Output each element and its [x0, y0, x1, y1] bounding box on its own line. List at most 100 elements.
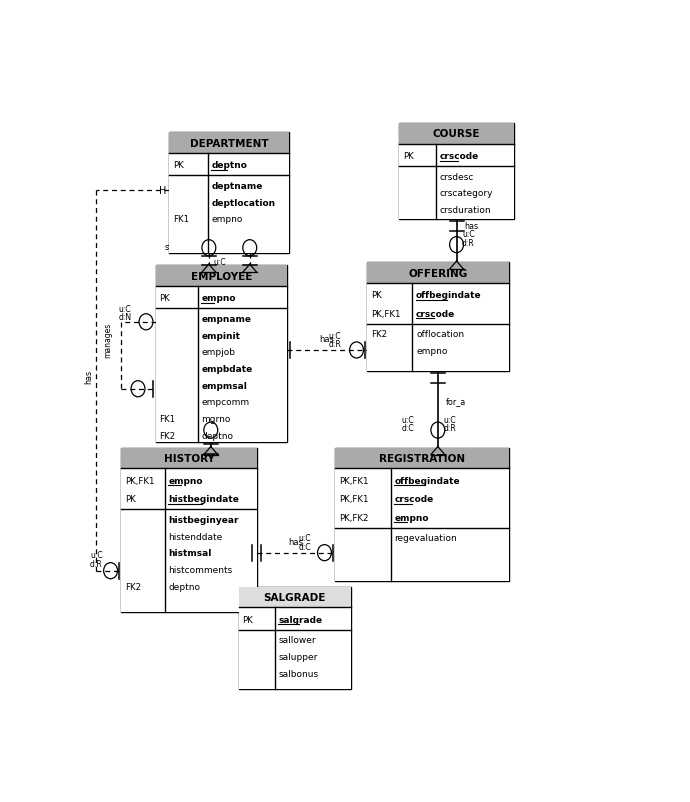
Text: deptno: deptno — [168, 582, 200, 591]
Bar — [367, 324, 509, 371]
Bar — [121, 448, 257, 612]
Text: d:C: d:C — [402, 424, 414, 433]
Text: PK,FK1: PK,FK1 — [371, 310, 400, 318]
Text: empno: empno — [168, 476, 203, 485]
Text: PK,FK1: PK,FK1 — [339, 476, 368, 485]
Text: for_a: for_a — [445, 396, 466, 406]
Bar — [335, 448, 509, 581]
Text: PK,FK2: PK,FK2 — [339, 513, 368, 522]
Text: manages: manages — [103, 322, 112, 358]
Bar — [239, 630, 351, 689]
Text: empbdate: empbdate — [201, 365, 253, 374]
Text: REGISTRATION: REGISTRATION — [379, 453, 465, 464]
Text: PK,FK1: PK,FK1 — [125, 476, 155, 485]
Text: u:C: u:C — [213, 233, 226, 242]
Text: has: has — [319, 335, 335, 344]
Bar — [156, 286, 287, 309]
Text: H: H — [159, 186, 166, 196]
Text: empinit: empinit — [201, 331, 240, 340]
Text: empjob: empjob — [201, 348, 235, 357]
Text: u:C: u:C — [402, 415, 414, 424]
Text: COURSE: COURSE — [433, 129, 480, 140]
Text: EMPLOYEE: EMPLOYEE — [190, 271, 252, 282]
Text: staffed_by: staffed_by — [164, 243, 206, 252]
Text: empno: empno — [416, 346, 447, 355]
Text: d:R: d:R — [328, 340, 342, 349]
Text: histenddate: histenddate — [168, 532, 223, 541]
Bar — [335, 528, 509, 581]
Text: offbegindate: offbegindate — [416, 291, 482, 300]
Text: u:C: u:C — [299, 533, 311, 543]
Bar — [399, 167, 514, 220]
Text: crscode: crscode — [394, 495, 433, 504]
Bar — [156, 266, 287, 442]
Text: histbeginyear: histbeginyear — [168, 516, 239, 525]
Bar — [156, 266, 287, 286]
Bar — [121, 509, 257, 612]
Text: deptno: deptno — [201, 431, 233, 440]
Bar — [367, 263, 509, 283]
Bar — [367, 283, 509, 324]
Text: d:R: d:R — [462, 239, 475, 248]
Text: d:C: d:C — [299, 542, 311, 551]
Text: u:C: u:C — [119, 304, 131, 314]
Text: OFFERING: OFFERING — [408, 268, 467, 278]
Text: salupper: salupper — [278, 652, 317, 662]
Text: FK1: FK1 — [173, 215, 189, 224]
Text: empno: empno — [394, 513, 428, 522]
Text: empno: empno — [211, 215, 243, 224]
Text: d:N: d:N — [213, 265, 226, 274]
Bar — [399, 124, 514, 144]
Text: crscode: crscode — [440, 152, 479, 161]
Text: empno: empno — [201, 294, 236, 303]
Text: regevaluation: regevaluation — [394, 534, 457, 543]
Text: offbegindate: offbegindate — [394, 476, 460, 485]
Text: u:C: u:C — [213, 257, 226, 267]
Text: u:C: u:C — [328, 331, 341, 340]
Text: crsduration: crsduration — [440, 206, 491, 215]
Text: mgrno: mgrno — [201, 415, 231, 423]
Text: crsdesc: crsdesc — [440, 172, 474, 181]
Text: u:C: u:C — [443, 415, 456, 424]
Bar — [156, 309, 287, 442]
Text: PK,FK1: PK,FK1 — [339, 495, 368, 504]
Text: FK2: FK2 — [159, 431, 176, 440]
Text: has: has — [84, 369, 93, 383]
Text: has: has — [288, 537, 304, 546]
Text: deptlocation: deptlocation — [211, 198, 275, 208]
Bar — [121, 448, 257, 468]
Text: PK: PK — [371, 291, 382, 300]
Text: crscategory: crscategory — [440, 189, 493, 198]
Text: salbonus: salbonus — [278, 669, 319, 678]
Text: has: has — [464, 222, 478, 231]
Text: salgrade: salgrade — [278, 615, 322, 624]
Text: deptno: deptno — [211, 161, 247, 170]
Text: has: has — [255, 244, 269, 253]
Text: DEPARTMENT: DEPARTMENT — [190, 139, 268, 148]
Bar — [335, 468, 509, 528]
Text: d:N: d:N — [213, 241, 226, 251]
Text: FK1: FK1 — [159, 415, 176, 423]
Bar — [239, 587, 351, 689]
Bar — [169, 154, 290, 176]
Bar — [239, 587, 351, 608]
Bar — [335, 448, 509, 468]
Bar — [169, 176, 290, 253]
Text: FK2: FK2 — [371, 330, 387, 339]
Text: sallower: sallower — [278, 636, 316, 645]
Text: histmsal: histmsal — [168, 549, 212, 557]
Text: PK: PK — [403, 152, 413, 161]
Text: empname: empname — [201, 314, 251, 323]
Bar — [169, 133, 290, 154]
Text: empmsal: empmsal — [201, 381, 247, 391]
Text: u:C: u:C — [90, 550, 103, 559]
Text: crscode: crscode — [416, 310, 455, 318]
Text: d:R: d:R — [90, 559, 103, 568]
Text: offlocation: offlocation — [416, 330, 464, 339]
Text: PK: PK — [242, 615, 253, 624]
Bar — [169, 133, 290, 253]
Text: PK: PK — [173, 161, 184, 170]
Bar — [121, 468, 257, 509]
Text: HISTORY: HISTORY — [164, 453, 215, 464]
Text: FK2: FK2 — [125, 582, 141, 591]
